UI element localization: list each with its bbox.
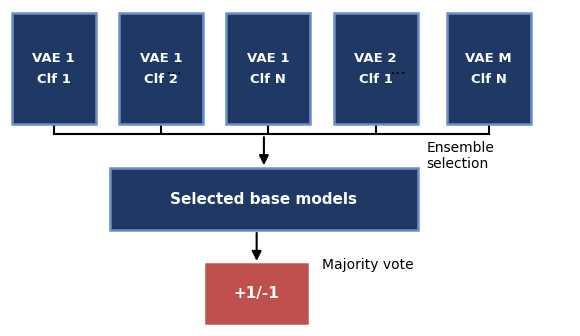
Text: VAE M
Clf N: VAE M Clf N: [465, 52, 512, 86]
FancyBboxPatch shape: [447, 13, 531, 124]
Text: VAE 2
Clf 1: VAE 2 Clf 1: [354, 52, 397, 86]
Text: VAE 1
Clf 1: VAE 1 Clf 1: [32, 52, 75, 86]
Text: Majority vote: Majority vote: [322, 258, 414, 272]
FancyBboxPatch shape: [110, 168, 418, 230]
Text: Selected base models: Selected base models: [171, 192, 357, 207]
FancyBboxPatch shape: [334, 13, 418, 124]
FancyBboxPatch shape: [119, 13, 203, 124]
FancyBboxPatch shape: [226, 13, 310, 124]
Text: ...: ...: [165, 60, 183, 78]
FancyBboxPatch shape: [12, 13, 96, 124]
FancyBboxPatch shape: [206, 264, 307, 323]
Text: Ensemble
selection: Ensemble selection: [426, 141, 494, 171]
Text: VAE 1
Clf N: VAE 1 Clf N: [247, 52, 289, 86]
Text: +1/-1: +1/-1: [234, 286, 280, 301]
Text: ...: ...: [389, 60, 406, 78]
Text: VAE 1
Clf 2: VAE 1 Clf 2: [140, 52, 182, 86]
